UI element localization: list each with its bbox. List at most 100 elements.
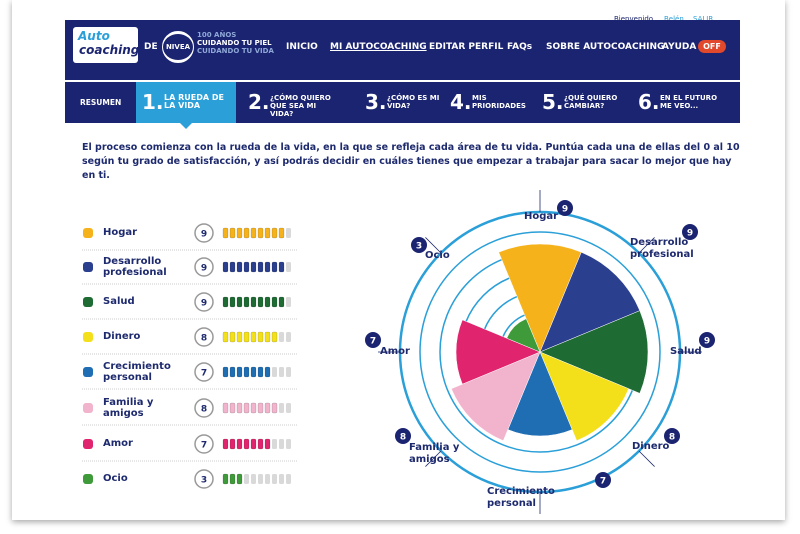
empty-segment bbox=[286, 439, 291, 449]
score-segment bbox=[243, 438, 250, 450]
wheel-badge bbox=[664, 428, 680, 444]
score-segment bbox=[271, 331, 278, 343]
empty-segment bbox=[286, 403, 291, 413]
nav-item[interactable]: FAQs bbox=[507, 42, 533, 52]
area-icon bbox=[83, 332, 93, 342]
score-segment bbox=[243, 261, 250, 273]
logout[interactable]: SALIR bbox=[693, 15, 714, 23]
tagline-line: 100 AÑOS bbox=[197, 31, 237, 39]
score-segment bbox=[250, 438, 257, 450]
empty-segment bbox=[279, 403, 284, 413]
nav-item[interactable]: SOBRE AUTOCOACHING bbox=[546, 42, 665, 52]
empty-segment bbox=[279, 439, 284, 449]
area-name: Crecimiento personal bbox=[103, 361, 171, 383]
score-segment bbox=[278, 261, 285, 273]
empty-segment bbox=[286, 297, 291, 307]
wheel-wedge bbox=[450, 351, 541, 442]
logo[interactable]: Auto coaching bbox=[73, 27, 139, 63]
nav-item[interactable]: EDITAR PERFIL bbox=[429, 42, 504, 52]
area-icon bbox=[83, 474, 93, 484]
score-segment bbox=[243, 227, 250, 239]
step-number[interactable]: 4. bbox=[450, 90, 472, 114]
toggle[interactable]: OFF bbox=[698, 40, 726, 53]
wheel-badge-text: 7 bbox=[370, 337, 376, 347]
step-label[interactable]: ¿CÓMO QUIERO QUE SEA MI VIDA? bbox=[270, 94, 331, 118]
logo-text: Auto bbox=[78, 29, 110, 43]
area-name: Familia y amigos bbox=[103, 397, 154, 419]
empty-segment bbox=[244, 474, 249, 484]
step-label[interactable]: EN EL FUTURO ME VEO... bbox=[660, 94, 718, 110]
score-badge bbox=[194, 469, 214, 489]
area-name: Dinero bbox=[103, 331, 141, 342]
score-segment bbox=[250, 296, 257, 308]
empty-segment bbox=[272, 439, 277, 449]
score-segment bbox=[250, 261, 257, 273]
nav-item[interactable]: MI AUTOCOACHING bbox=[330, 42, 427, 52]
step-number[interactable]: 6. bbox=[638, 90, 660, 114]
wheel-ring bbox=[419, 231, 661, 473]
score-badge bbox=[194, 292, 214, 312]
score-text: 8 bbox=[201, 405, 207, 415]
active-step bbox=[136, 82, 236, 123]
empty-segment bbox=[279, 474, 284, 484]
step-number[interactable]: 5. bbox=[542, 90, 564, 114]
score-segment bbox=[264, 438, 271, 450]
wheel-badge-text: 9 bbox=[704, 337, 710, 347]
wheel-wedge bbox=[539, 310, 649, 394]
step-number[interactable]: 2. bbox=[248, 90, 270, 114]
score-segment bbox=[250, 227, 257, 239]
score-segment bbox=[229, 331, 236, 343]
wheel-badge-text: 9 bbox=[687, 229, 693, 239]
empty-segment bbox=[286, 262, 291, 272]
score-segment bbox=[229, 261, 236, 273]
wheel-label: Ocio bbox=[425, 250, 450, 261]
wheel-wedge bbox=[539, 251, 641, 353]
area-icon bbox=[83, 439, 93, 449]
step-label[interactable]: ¿QUÉ QUIERO CAMBIAR? bbox=[564, 94, 618, 110]
score-segment bbox=[229, 438, 236, 450]
score-segment bbox=[243, 402, 250, 414]
step-label[interactable]: MIS PRIORIDADES bbox=[472, 94, 526, 110]
score-segment bbox=[229, 473, 236, 485]
empty-segment bbox=[265, 474, 270, 484]
score-segment bbox=[243, 296, 250, 308]
score-segment bbox=[229, 366, 236, 378]
score-badge bbox=[194, 257, 214, 277]
empty-segment bbox=[258, 474, 263, 484]
wheel-label: Amor bbox=[380, 346, 410, 357]
step-label[interactable]: ¿CÓMO ES MI VIDA? bbox=[387, 94, 440, 110]
score-badge bbox=[194, 362, 214, 382]
score-text: 9 bbox=[201, 230, 207, 240]
area-name: Hogar bbox=[103, 227, 138, 238]
score-badge bbox=[194, 327, 214, 347]
user-name[interactable]: Belén bbox=[664, 15, 684, 23]
wheel-badge bbox=[682, 224, 698, 240]
score-segment bbox=[222, 261, 229, 273]
empty-segment bbox=[279, 367, 284, 377]
wheel-badge bbox=[699, 332, 715, 348]
score-segment bbox=[236, 402, 243, 414]
summary[interactable]: RESUMEN bbox=[80, 98, 122, 107]
spoke bbox=[638, 237, 655, 254]
wheel-badge-text: 9 bbox=[562, 205, 568, 215]
score-segment bbox=[264, 261, 271, 273]
spoke bbox=[425, 450, 442, 467]
spoke bbox=[425, 237, 442, 254]
score-badge bbox=[194, 434, 214, 454]
score-segment bbox=[257, 366, 264, 378]
step-number[interactable]: 1. bbox=[142, 90, 164, 114]
step-label[interactable]: LA RUEDA DE LA VIDA bbox=[164, 93, 224, 110]
nav-item[interactable]: AYUDA bbox=[662, 42, 697, 52]
score-segment bbox=[243, 366, 250, 378]
score-segment bbox=[222, 402, 229, 414]
wheel-badge bbox=[365, 332, 381, 348]
wheel-label: Crecimiento personal bbox=[487, 486, 555, 509]
wheel-label: Hogar bbox=[524, 211, 559, 222]
step-number[interactable]: 3. bbox=[365, 90, 387, 114]
wheel-badge bbox=[595, 472, 611, 488]
score-segment bbox=[222, 473, 229, 485]
score-segment bbox=[250, 366, 257, 378]
nav-item[interactable]: INICIO bbox=[286, 42, 318, 52]
score-segment bbox=[271, 296, 278, 308]
